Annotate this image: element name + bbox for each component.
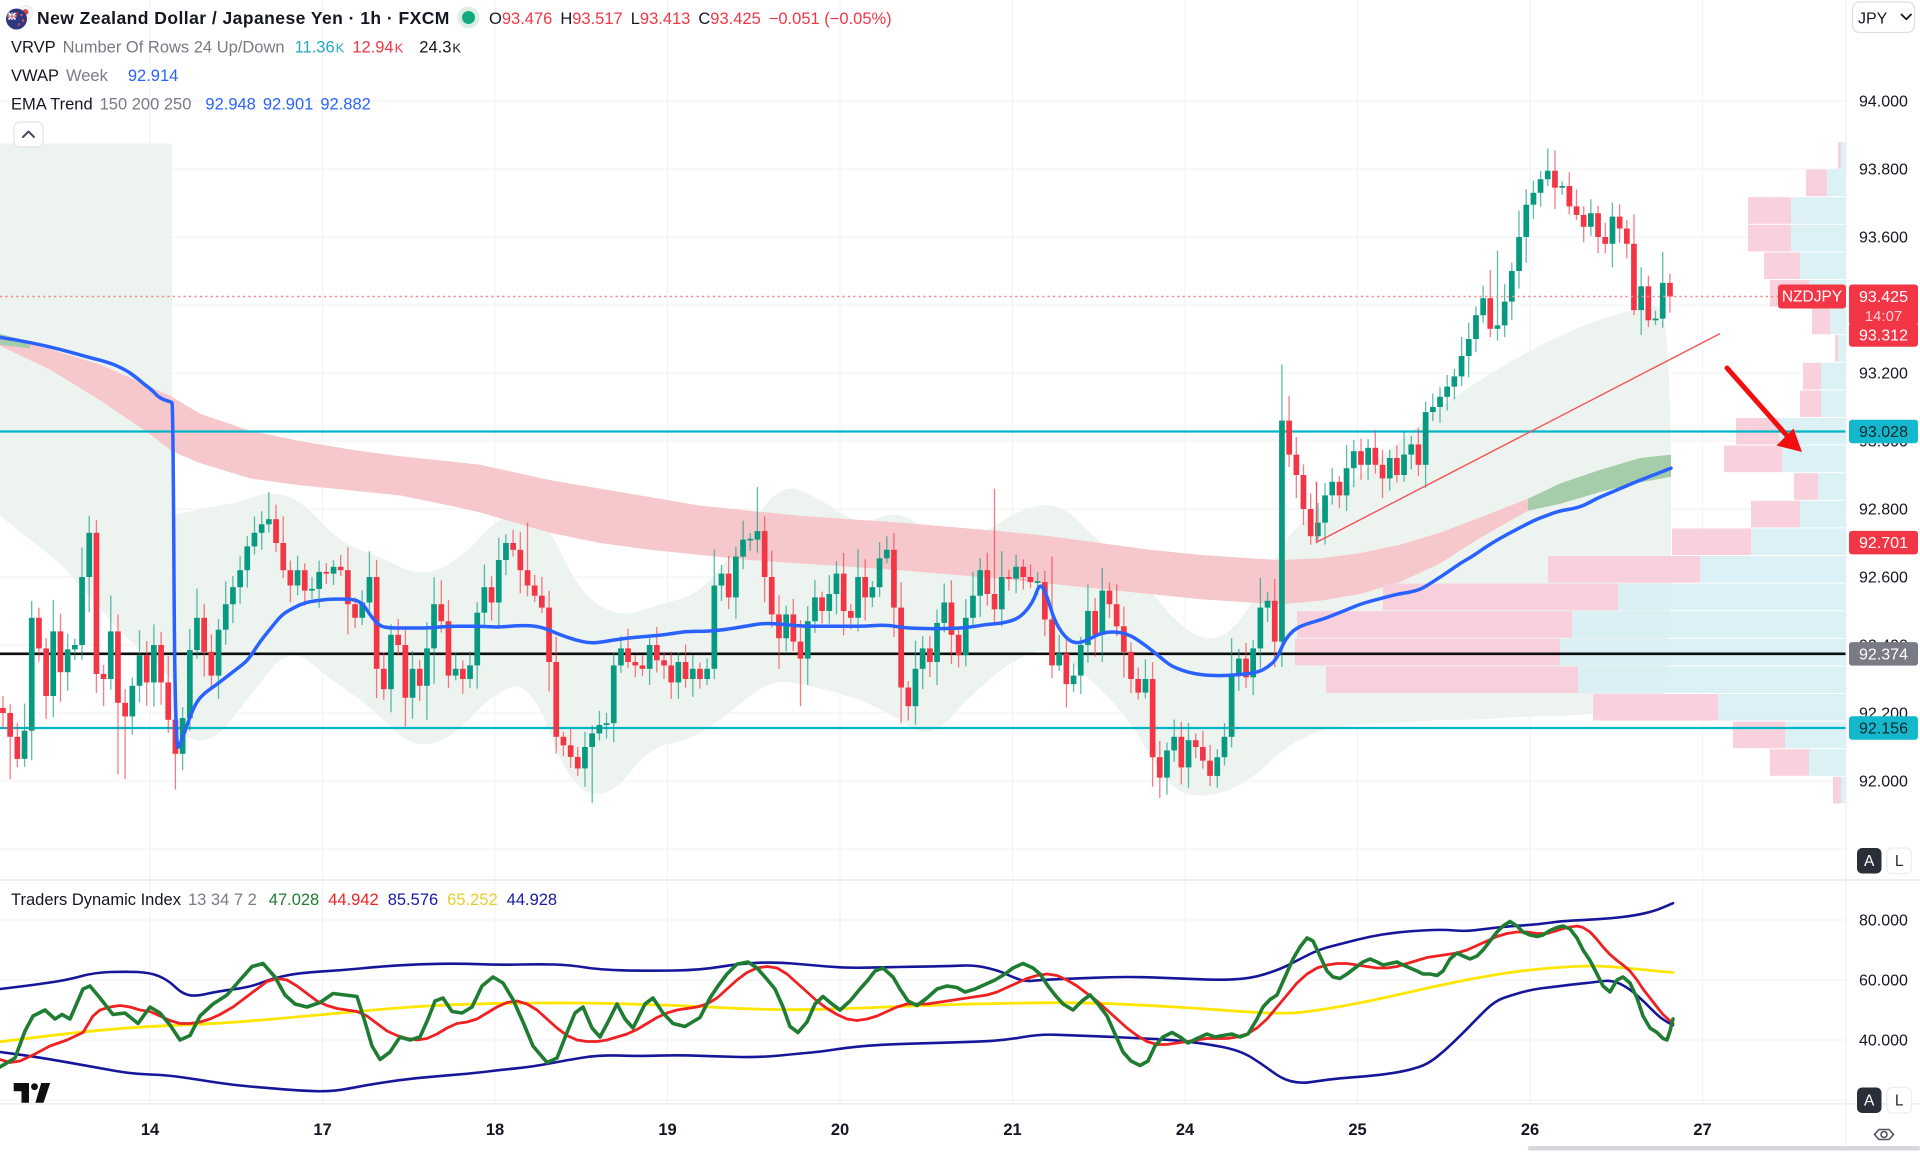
svg-text:92.600: 92.600 <box>1859 570 1908 587</box>
svg-text:New Zealand Dollar / Japanese: New Zealand Dollar / Japanese Yen · 1h ·… <box>37 8 450 28</box>
svg-text:25: 25 <box>1348 1121 1366 1139</box>
svg-text:93.028: 93.028 <box>1859 424 1908 441</box>
svg-text:20: 20 <box>831 1121 849 1139</box>
svg-text:24: 24 <box>1176 1121 1195 1139</box>
svg-text:A: A <box>1864 853 1875 870</box>
svg-text:93.600: 93.600 <box>1859 230 1908 247</box>
svg-text:19: 19 <box>658 1121 676 1139</box>
svg-text:92.800: 92.800 <box>1859 502 1908 519</box>
svg-text:L: L <box>1895 853 1904 870</box>
svg-text:94.000: 94.000 <box>1859 94 1908 111</box>
svg-text:L: L <box>1895 1093 1904 1110</box>
svg-text:93.312: 93.312 <box>1859 327 1908 344</box>
svg-text:JPY: JPY <box>1858 11 1888 28</box>
svg-text:92.156: 92.156 <box>1859 721 1908 738</box>
svg-text:92.374: 92.374 <box>1859 646 1908 663</box>
svg-text:21: 21 <box>1003 1121 1021 1139</box>
svg-text:92.000: 92.000 <box>1859 774 1908 791</box>
svg-text:17: 17 <box>313 1121 331 1139</box>
svg-text:27: 27 <box>1693 1121 1711 1139</box>
svg-text:92.701: 92.701 <box>1859 535 1908 552</box>
svg-text:14: 14 <box>141 1121 160 1139</box>
svg-text:26: 26 <box>1521 1121 1539 1139</box>
svg-text:40.000: 40.000 <box>1859 1033 1908 1050</box>
svg-text:18: 18 <box>486 1121 504 1139</box>
svg-text:93.200: 93.200 <box>1859 366 1908 383</box>
svg-text:14:07: 14:07 <box>1865 308 1903 325</box>
svg-text:NZDJPY: NZDJPY <box>1782 289 1842 306</box>
svg-text:80.000: 80.000 <box>1859 913 1908 930</box>
svg-text:60.000: 60.000 <box>1859 973 1908 990</box>
svg-text:93.425: 93.425 <box>1859 289 1908 306</box>
svg-text:93.800: 93.800 <box>1859 162 1908 179</box>
svg-text:A: A <box>1864 1093 1875 1110</box>
